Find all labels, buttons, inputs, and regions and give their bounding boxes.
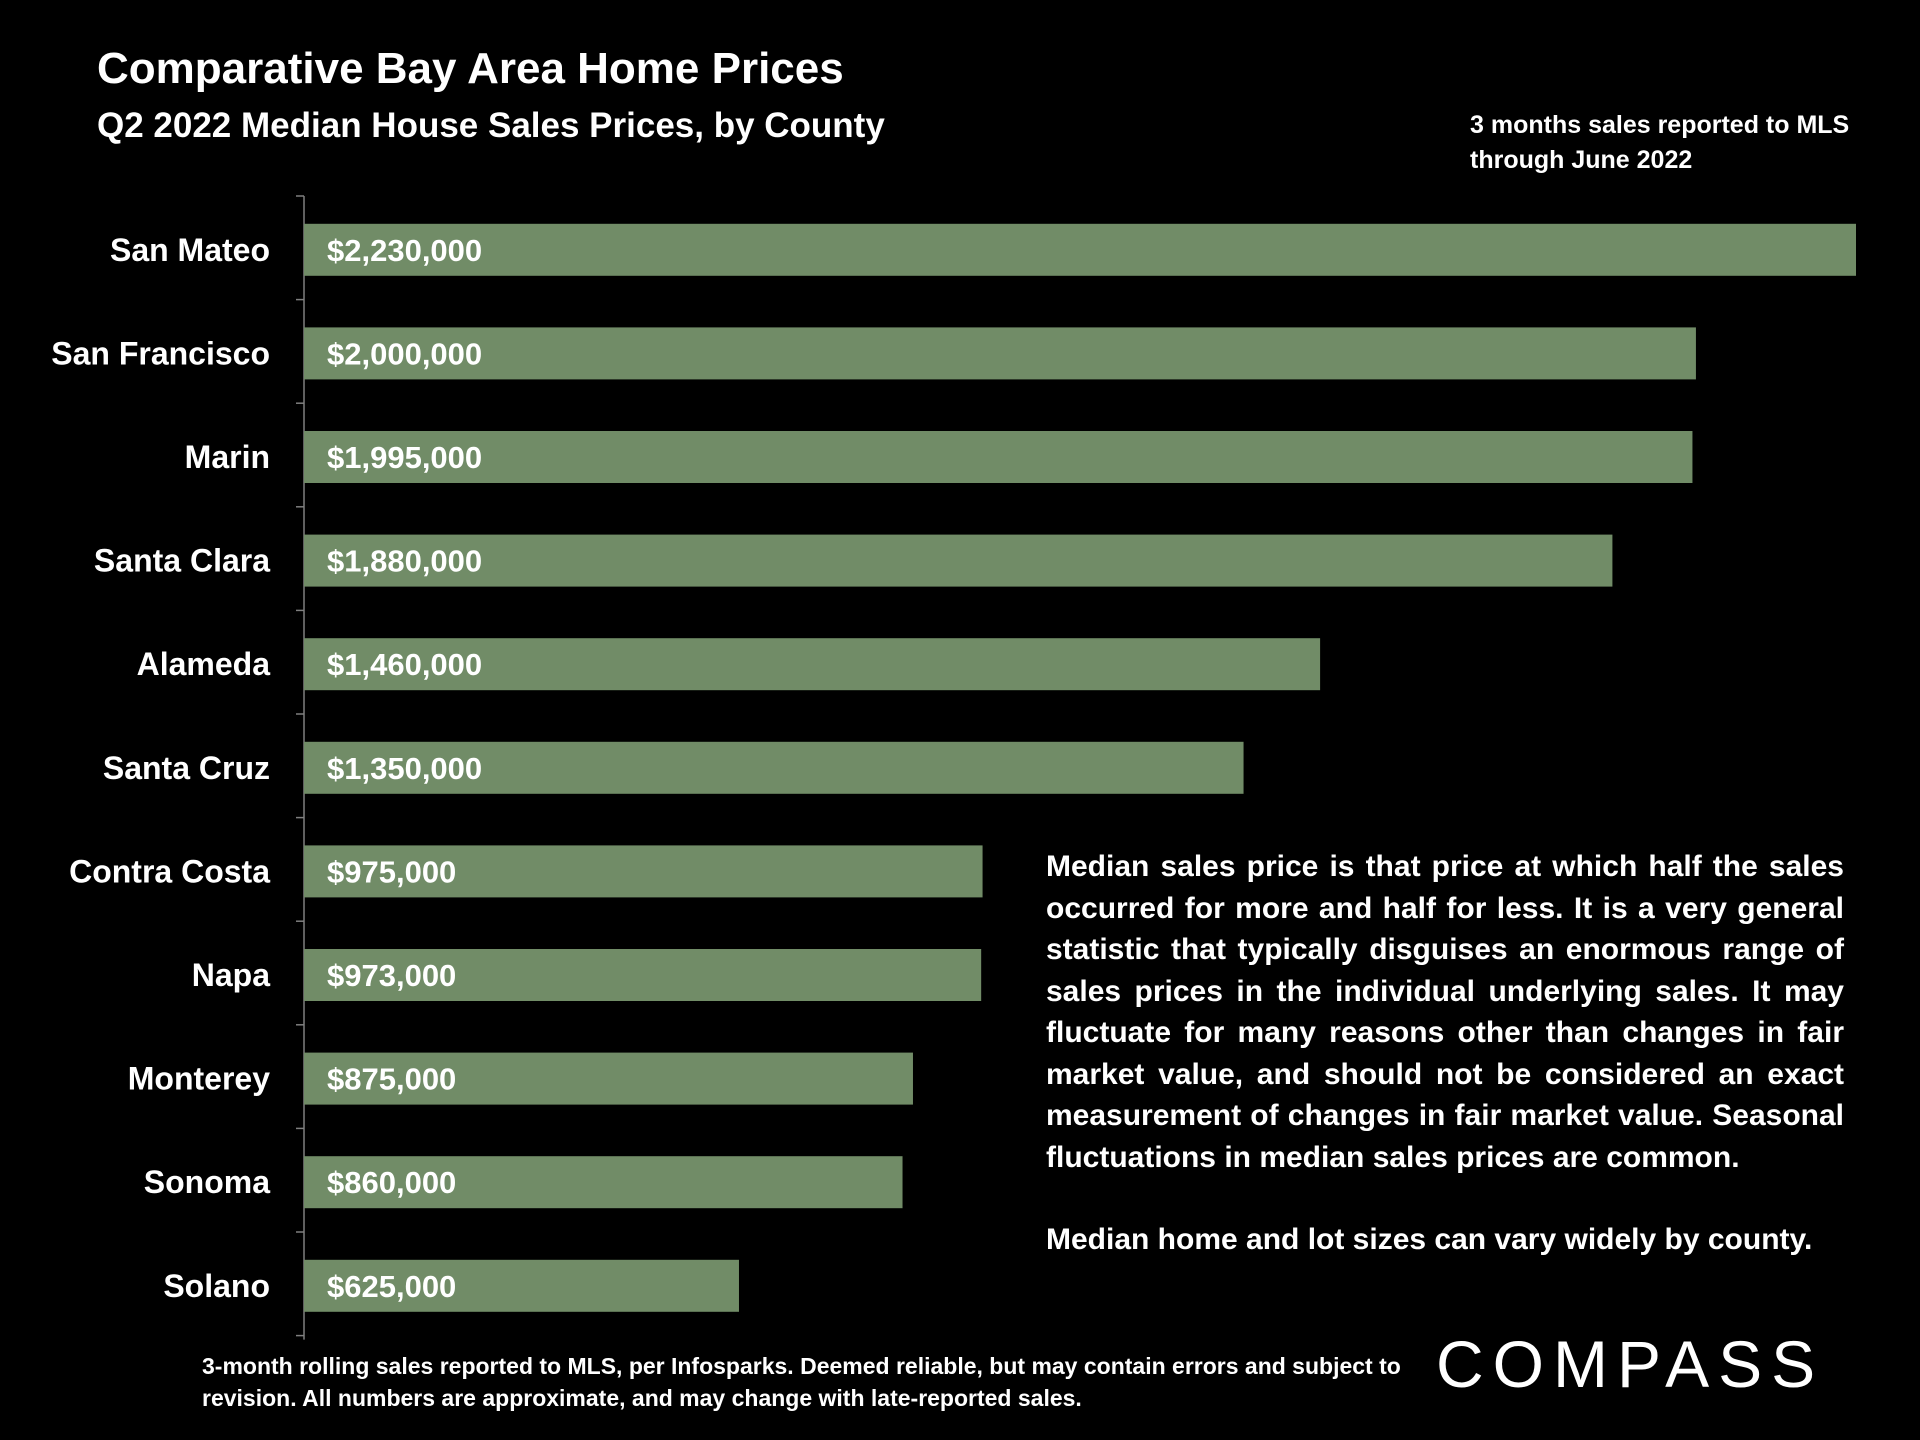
data-label: $2,230,000 [327,233,482,268]
category-label: Alameda [137,646,271,682]
data-label: $625,000 [327,1269,456,1304]
data-label: $1,460,000 [327,647,482,682]
explanation-paragraph-2: Median home and lot sizes can vary widel… [1046,1223,1813,1256]
bar-alameda [304,638,1321,691]
category-label: Contra Costa [69,853,270,889]
chart-subtitle: Q2 2022 Median House Sales Prices, by Co… [97,106,885,145]
bar-sonoma [304,1156,903,1209]
compass-logo: COMPASS [1436,1327,1824,1395]
bar-santa-clara [304,534,1613,587]
data-label: $973,000 [327,958,456,993]
bar-san-mateo [304,223,1856,276]
data-label: $875,000 [327,1062,456,1097]
data-label: $1,350,000 [327,751,482,786]
bar-san-francisco [304,327,1696,380]
bar-santa-cruz [304,741,1244,794]
data-label: $1,995,000 [327,440,482,475]
bar-monterey [304,1052,913,1105]
category-label: Santa Clara [94,543,270,579]
category-label: Marin [185,439,270,475]
explanation-text: Median sales price is that price at whic… [1046,846,1844,1261]
bar-contra-costa [304,845,983,898]
bar-marin [304,431,1693,483]
data-label: $2,000,000 [327,336,482,371]
data-label: $1,880,000 [327,544,482,579]
category-label: Monterey [128,1061,270,1097]
category-label: Santa Cruz [103,750,270,786]
category-label: Solano [163,1268,270,1304]
chart-title: Comparative Bay Area Home Prices [97,44,844,93]
logo-text: COMPASS [1436,1327,1824,1395]
category-label: Napa [192,957,270,993]
data-label: $860,000 [327,1165,456,1200]
explanation-paragraph-1: Median sales price is that price at whic… [1046,850,1844,1174]
source-footnote: 3-month rolling sales reported to MLS, p… [202,1353,1401,1411]
category-label: San Mateo [110,232,270,268]
data-label: $975,000 [327,854,456,889]
category-label: San Francisco [51,335,270,371]
category-label: Sonoma [144,1164,270,1200]
bar-solano [304,1259,739,1312]
bar-napa [304,949,982,1001]
date-range-note: 3 months sales reported to MLS through J… [1470,111,1850,174]
